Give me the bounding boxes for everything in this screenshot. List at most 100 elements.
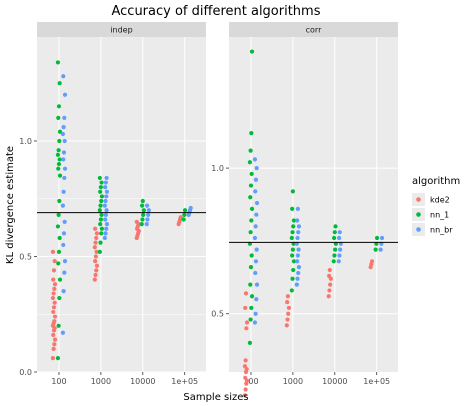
data-point (326, 294, 331, 299)
data-point (61, 74, 66, 79)
data-point (244, 326, 249, 331)
data-point (55, 356, 61, 361)
legend-label: kde2 (430, 196, 450, 205)
legend-swatch (416, 227, 421, 232)
data-point (296, 224, 302, 229)
data-point (51, 277, 56, 282)
data-point (291, 267, 296, 273)
data-point (248, 265, 254, 270)
data-point (289, 235, 294, 241)
data-point (253, 259, 259, 264)
series-kde2 (50, 215, 183, 361)
data-point (94, 263, 100, 268)
data-point (373, 247, 378, 252)
data-point (60, 330, 66, 335)
data-point (139, 203, 145, 208)
legend-label: nn_br (430, 226, 453, 235)
data-point (52, 282, 58, 287)
data-point (285, 294, 290, 299)
data-point (139, 222, 144, 227)
data-point (249, 218, 254, 223)
data-point (103, 180, 108, 185)
data-point (188, 205, 193, 211)
data-point (104, 222, 110, 227)
data-point (56, 148, 61, 153)
data-point (104, 194, 109, 199)
legend-swatch (416, 212, 421, 217)
data-point (57, 173, 63, 178)
data-point (295, 218, 300, 223)
data-point (57, 235, 62, 241)
series-nn_1 (55, 60, 188, 361)
data-point (254, 297, 259, 302)
x-tick-label: 1000 (91, 377, 111, 386)
strip-background (37, 22, 206, 37)
data-point (94, 268, 99, 273)
y-tick-label: 0.5 (211, 310, 224, 319)
data-point (295, 235, 300, 241)
data-point (61, 289, 66, 294)
data-point (92, 277, 97, 282)
facet-panel-corr: corr 0.5 1.0 100 1000 10000 1e+05 (211, 22, 398, 398)
data-point (254, 247, 259, 252)
data-point (286, 305, 292, 311)
series-nn_br (252, 157, 385, 325)
data-point (56, 161, 62, 167)
data-point (51, 305, 57, 310)
data-point (56, 115, 61, 120)
data-point (337, 253, 342, 258)
data-point (331, 259, 336, 264)
data-point (104, 226, 109, 231)
y-axis-title: KL divergence estimate (5, 146, 16, 264)
data-point (247, 340, 253, 345)
data-point (104, 189, 110, 194)
data-point (50, 249, 56, 254)
data-point (374, 235, 380, 241)
data-point (290, 206, 295, 211)
data-point (290, 247, 295, 252)
series-kde2 (242, 259, 375, 398)
data-point (252, 320, 258, 325)
data-point (336, 259, 341, 264)
data-point (51, 291, 56, 296)
data-point (252, 235, 258, 241)
data-point (290, 230, 295, 235)
y-tick-label: 1.0 (19, 137, 32, 146)
data-point (294, 282, 299, 287)
data-point (102, 203, 107, 208)
data-point (103, 217, 108, 222)
data-point (57, 138, 62, 144)
data-point (296, 265, 302, 270)
data-point (332, 253, 337, 258)
data-point (243, 358, 248, 363)
legend-title: algorithm (412, 176, 460, 187)
y-tick-label: 0.0 (19, 368, 32, 377)
data-point (249, 49, 255, 54)
data-point (291, 224, 296, 229)
data-point (369, 259, 375, 264)
legend: algorithm kde2 nn_1 nn_br (412, 176, 460, 236)
data-point (56, 261, 61, 266)
data-point (295, 276, 300, 281)
data-point (254, 165, 259, 171)
data-point (338, 247, 343, 252)
data-point (99, 180, 104, 185)
data-point (290, 276, 295, 281)
data-point (285, 299, 290, 305)
facet-panels: indep 0.0 0.5 1.0 100 1000 10000 1e+05 corr 0.5 1.… (19, 22, 398, 398)
x-axis-title: Sample sizes (183, 392, 248, 403)
data-point (249, 305, 254, 311)
data-point (248, 282, 253, 287)
data-point (57, 295, 62, 301)
data-point (243, 375, 248, 380)
data-point (60, 203, 66, 208)
data-point (378, 247, 383, 252)
data-point (102, 235, 107, 241)
data-point (285, 317, 290, 322)
data-point (146, 212, 151, 217)
data-point (286, 311, 291, 316)
x-tick-label: 10000 (130, 377, 155, 386)
data-point (57, 81, 62, 86)
data-point (98, 203, 103, 208)
data-point (249, 294, 255, 299)
